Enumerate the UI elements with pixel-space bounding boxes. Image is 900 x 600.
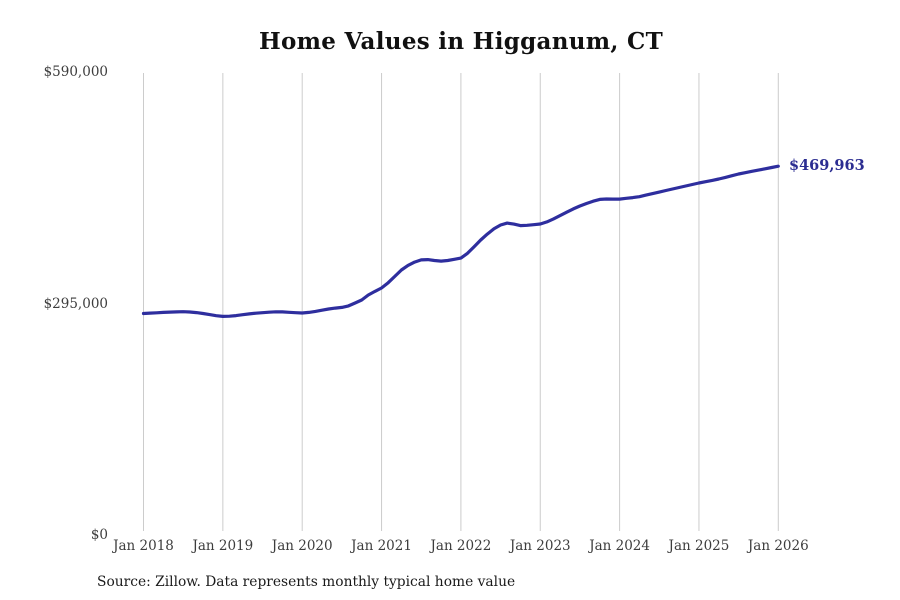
chart-title: Home Values in Higganum, CT <box>258 28 664 55</box>
series-line <box>141 164 780 318</box>
end-value-label: $469,963 <box>789 157 865 175</box>
x-axis-tick-label: Jan 2021 <box>351 538 412 554</box>
x-axis-tick-label: Jan 2025 <box>668 538 730 554</box>
x-axis-tick-label: Jan 2022 <box>430 538 492 554</box>
x-axis-tick-label: Jan 2023 <box>509 538 571 554</box>
x-axis-tick-label: Jan 2019 <box>192 538 254 554</box>
x-axis-tick-label: Jan 2026 <box>747 538 809 554</box>
x-axis-tick-label: Jan 2024 <box>589 538 650 554</box>
x-axis-tick-label: Jan 2020 <box>271 538 333 554</box>
source-note: Source: Zillow. Data represents monthly … <box>97 574 516 590</box>
y-axis-tick-label: $590,000 <box>43 64 108 80</box>
x-axis-tick-label: Jan 2018 <box>113 538 174 554</box>
y-axis-tick-label: $295,000 <box>43 295 108 312</box>
y-axis-tick-label: $0 <box>90 527 108 543</box>
gridlines <box>143 73 779 531</box>
